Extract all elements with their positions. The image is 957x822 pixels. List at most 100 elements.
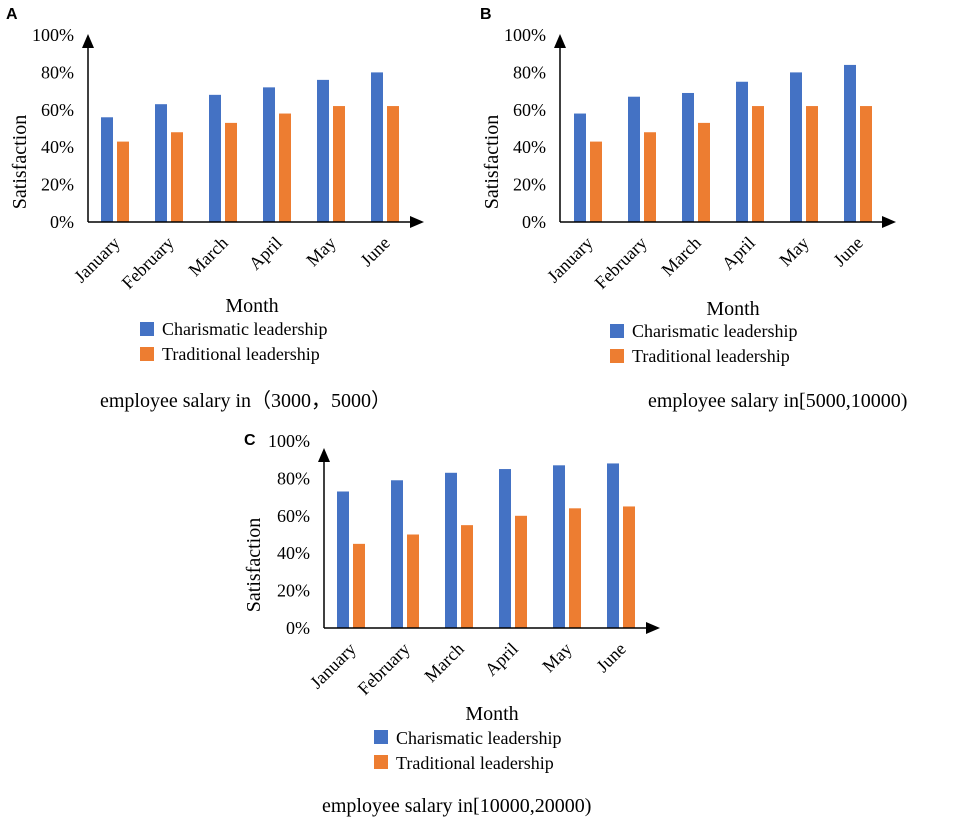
bar-charismatic-january [574, 113, 586, 222]
bar-charismatic-february [391, 480, 403, 628]
bar-traditional-may [333, 106, 345, 222]
legend-swatch-traditional [140, 347, 154, 361]
bar-traditional-january [117, 141, 129, 222]
x-tick-label: April [718, 233, 759, 274]
bar-traditional-march [461, 525, 473, 628]
x-tick-label: January [306, 639, 360, 693]
x-axis-title: Month [706, 298, 759, 320]
x-axis-arrow [410, 216, 424, 228]
y-tick-label: 40% [41, 137, 74, 157]
bar-traditional-february [407, 534, 419, 628]
y-tick-label: 60% [277, 506, 310, 526]
bar-traditional-january [353, 543, 365, 628]
bar-charismatic-february [155, 104, 167, 222]
x-tick-label: March [657, 233, 704, 280]
bar-charismatic-february [628, 96, 640, 222]
y-tick-label: 0% [286, 618, 310, 638]
y-axis-title: Satisfaction [481, 115, 503, 209]
bar-charismatic-may [553, 465, 565, 628]
legend-swatch-charismatic [140, 322, 154, 336]
bar-charismatic-june [607, 463, 619, 628]
x-tick-label: June [356, 233, 393, 270]
x-tick-label: March [184, 233, 231, 280]
bar-charismatic-may [790, 72, 802, 223]
x-tick-label: January [543, 233, 597, 287]
y-tick-label: 20% [41, 175, 74, 195]
bar-traditional-may [569, 508, 581, 628]
panel-caption: employee salary in（3000，5000） [100, 389, 391, 412]
bar-charismatic-may [317, 79, 329, 222]
x-tick-label: February [118, 233, 178, 293]
bar-traditional-january [590, 141, 602, 222]
bar-traditional-june [623, 506, 635, 628]
y-tick-label: 40% [513, 137, 546, 157]
x-tick-label: March [420, 639, 467, 686]
x-tick-label: May [775, 233, 812, 270]
bar-traditional-june [387, 106, 399, 222]
y-tick-label: 100% [504, 25, 546, 45]
bar-charismatic-march [209, 94, 221, 222]
x-tick-label: April [245, 233, 286, 274]
y-axis-arrow [318, 448, 330, 462]
panel-caption: employee salary in[10000,20000) [322, 795, 591, 817]
bar-charismatic-april [499, 469, 511, 628]
panel-letter: C [244, 432, 256, 449]
y-tick-label: 100% [268, 431, 310, 451]
y-tick-label: 80% [41, 62, 74, 82]
y-tick-label: 0% [50, 212, 74, 232]
legend-label-charismatic: Charismatic leadership [396, 728, 561, 748]
panel-caption: employee salary in[5000,10000) [648, 390, 907, 412]
y-tick-label: 80% [513, 62, 546, 82]
x-axis-title: Month [465, 703, 518, 725]
bar-charismatic-june [371, 72, 383, 223]
x-tick-label: May [302, 233, 339, 270]
bar-traditional-february [644, 132, 656, 222]
y-tick-label: 40% [277, 543, 310, 563]
y-axis-arrow [82, 34, 94, 48]
bar-charismatic-january [101, 117, 113, 222]
legend-swatch-traditional [374, 755, 388, 769]
bar-traditional-april [515, 515, 527, 628]
y-axis-arrow [554, 34, 566, 48]
x-axis-arrow [882, 216, 896, 228]
bar-traditional-march [225, 122, 237, 222]
panel-letter: A [6, 6, 18, 23]
x-tick-label: February [591, 233, 651, 293]
y-tick-label: 0% [522, 212, 546, 232]
bar-traditional-may [806, 106, 818, 222]
x-axis-title: Month [225, 295, 278, 317]
y-tick-label: 20% [277, 581, 310, 601]
legend-label-charismatic: Charismatic leadership [632, 321, 797, 341]
bar-charismatic-june [844, 64, 856, 222]
bar-traditional-february [171, 132, 183, 222]
legend-label-traditional: Traditional leadership [632, 346, 790, 366]
x-tick-label: May [538, 639, 575, 676]
y-tick-label: 20% [513, 175, 546, 195]
x-tick-label: June [592, 639, 629, 676]
panel-letter: B [480, 6, 492, 23]
x-tick-label: April [481, 639, 522, 680]
bar-traditional-march [698, 122, 710, 222]
x-tick-label: February [354, 639, 414, 699]
x-tick-label: June [829, 233, 866, 270]
legend-label-traditional: Traditional leadership [162, 344, 320, 364]
legend-label-traditional: Traditional leadership [396, 753, 554, 773]
y-axis-title: Satisfaction [9, 115, 31, 209]
bar-charismatic-january [337, 491, 349, 628]
legend-swatch-charismatic [610, 324, 624, 338]
y-axis-title: Satisfaction [243, 518, 265, 612]
bar-traditional-june [860, 106, 872, 222]
x-tick-label: January [70, 233, 124, 287]
y-tick-label: 80% [277, 468, 310, 488]
bar-charismatic-april [263, 87, 275, 222]
x-axis-arrow [646, 622, 660, 634]
legend-label-charismatic: Charismatic leadership [162, 319, 327, 339]
bar-charismatic-april [736, 81, 748, 222]
legend-swatch-charismatic [374, 730, 388, 744]
bar-charismatic-march [682, 92, 694, 222]
bar-charismatic-march [445, 472, 457, 628]
legend-swatch-traditional [610, 349, 624, 363]
y-tick-label: 60% [41, 100, 74, 120]
